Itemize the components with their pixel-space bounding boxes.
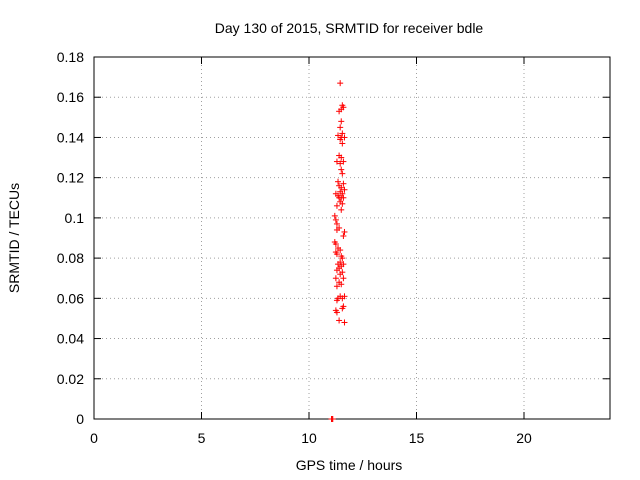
data-point — [341, 228, 348, 235]
data-point — [338, 166, 345, 173]
data-point — [337, 124, 344, 131]
plot-frame — [93, 56, 611, 420]
data-point — [333, 309, 340, 316]
data-point — [338, 118, 345, 125]
axis-ticks: 0 5 10 15 20 0 0.02 0.04 0.06 0.08 0.1 0.12 0.14 0.16… — [57, 49, 610, 446]
data-point — [340, 275, 347, 282]
data-point — [339, 305, 346, 312]
data-point — [336, 108, 343, 115]
data-point — [341, 134, 348, 141]
data-point — [339, 190, 346, 197]
data-point — [339, 255, 346, 262]
data-point — [335, 261, 342, 268]
data-point — [340, 180, 347, 187]
data-point — [333, 220, 340, 227]
data-point — [340, 232, 347, 239]
data-point — [329, 416, 336, 422]
data-point — [333, 202, 340, 209]
data-point — [337, 160, 344, 167]
x-tick-label: 15 — [409, 430, 425, 446]
data-point — [337, 136, 344, 143]
data-point — [333, 158, 340, 165]
y-tick-label: 0.16 — [57, 89, 84, 105]
data-point — [337, 80, 344, 87]
y-tick-label: 0.14 — [57, 129, 84, 145]
data-point — [338, 281, 345, 288]
data-point — [339, 140, 346, 147]
chart-title: Day 130 of 2015, SRMTID for receiver bdl… — [215, 20, 484, 36]
data-point — [335, 178, 342, 185]
x-tick-label: 20 — [516, 430, 532, 446]
data-point — [337, 271, 344, 278]
data-point — [336, 194, 343, 201]
y-tick-label: 0.06 — [57, 290, 84, 306]
data-points — [328, 80, 348, 422]
x-tick-label: 5 — [198, 430, 206, 446]
data-point — [333, 297, 340, 304]
data-point — [333, 251, 340, 258]
data-point — [331, 212, 338, 219]
data-point — [333, 267, 340, 274]
data-point — [338, 154, 345, 161]
data-point — [339, 170, 346, 177]
data-point — [332, 216, 339, 223]
x-tick-label: 10 — [301, 430, 317, 446]
data-point — [340, 104, 347, 111]
data-point — [333, 283, 340, 290]
y-tick-label: 0.02 — [57, 371, 84, 387]
grid-lines — [94, 57, 610, 419]
data-point — [333, 226, 340, 233]
y-tick-label: 0.08 — [57, 250, 84, 266]
x-tick-label: 0 — [90, 430, 98, 446]
data-point — [338, 206, 345, 213]
y-tick-label: 0.1 — [65, 210, 85, 226]
data-point — [339, 200, 346, 207]
data-point — [337, 247, 344, 254]
data-point — [335, 132, 342, 139]
data-point — [332, 275, 339, 282]
x-axis-label: GPS time / hours — [296, 457, 403, 473]
y-tick-label: 0.04 — [57, 331, 84, 347]
y-tick-label: 0 — [76, 411, 84, 427]
data-point — [341, 319, 348, 326]
y-tick-label: 0.12 — [57, 170, 84, 186]
data-point — [338, 184, 345, 191]
data-point — [339, 130, 346, 137]
y-axis-label: SRMTID / TECUs — [6, 183, 22, 293]
data-point — [336, 317, 343, 324]
y-tick-label: 0.18 — [57, 49, 84, 65]
data-point — [340, 158, 347, 165]
data-point — [332, 241, 339, 248]
data-point — [341, 186, 348, 193]
